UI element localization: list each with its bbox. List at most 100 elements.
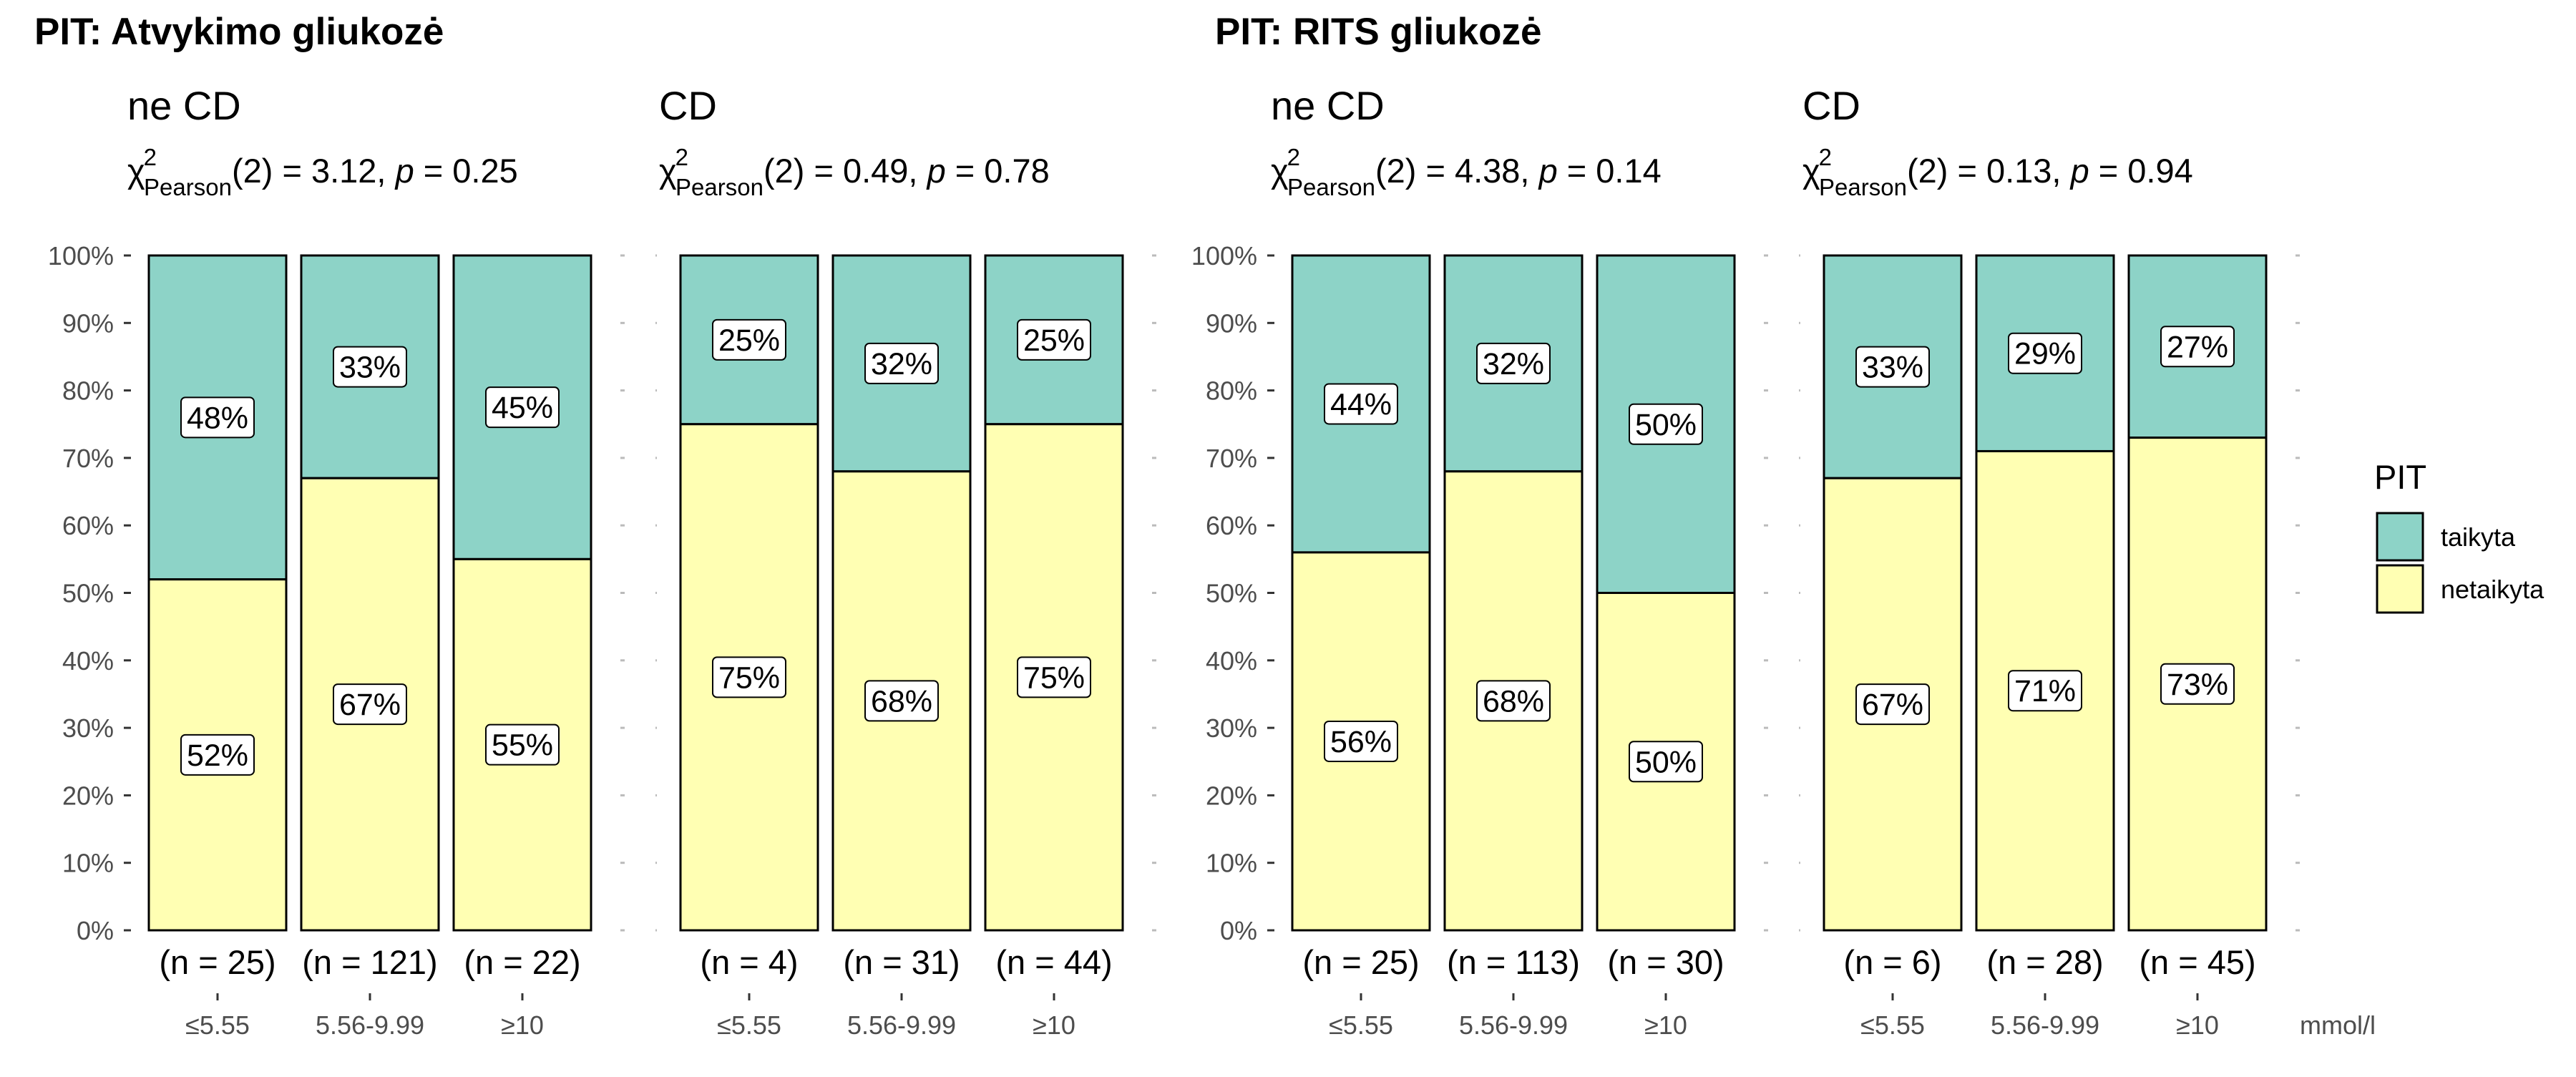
bar-value-label: 73%: [2160, 663, 2235, 705]
legend-label-netaikyta: netaikyta: [2441, 575, 2545, 604]
bar-value-label: 75%: [712, 656, 786, 698]
panel-stat-subtitle: χ2 Pearson(2) = 0.13, p = 0.94: [1802, 144, 2193, 200]
svg-text:32%: 32%: [1483, 347, 1544, 381]
bar-value-label: 68%: [1476, 680, 1551, 722]
y-tick-label: 80%: [62, 376, 114, 406]
svg-text:50%: 50%: [1635, 408, 1697, 442]
svg-text:45%: 45%: [492, 391, 553, 425]
y-tick-label: 80%: [1206, 376, 1257, 406]
y-tick-label: 0%: [77, 916, 114, 945]
legend-swatch-netaikyta: [2376, 564, 2424, 614]
x-tick-label: 5.56-9.99: [847, 1010, 956, 1040]
y-tick-label: 30%: [1206, 713, 1257, 743]
bar-value-label: 50%: [1629, 403, 1703, 445]
x-count-label: (n = 30): [1607, 943, 1724, 981]
x-count-label: (n = 31): [843, 943, 960, 981]
x-count-label: (n = 113): [1447, 943, 1580, 981]
y-tick-label: 60%: [1206, 511, 1257, 540]
x-count-label: (n = 28): [1986, 943, 2103, 981]
bar-segment-netaikyta: [147, 578, 288, 932]
y-tick-label: 10%: [1206, 849, 1257, 878]
bar-value-label: 45%: [485, 386, 560, 429]
x-count-label: (n = 4): [700, 943, 798, 981]
x-unit-label: mmol/l: [2300, 1010, 2376, 1040]
svg-text:67%: 67%: [1862, 688, 1923, 722]
bar-value-label: 67%: [1855, 683, 1930, 726]
bar-value-label: 33%: [333, 346, 407, 388]
y-tick-label: 100%: [48, 241, 114, 271]
x-count-label: (n = 25): [159, 943, 275, 981]
bar-segment-netaikyta: [984, 423, 1124, 932]
x-count-label: (n = 25): [1302, 943, 1419, 981]
bar-value-label: 71%: [2008, 670, 2082, 712]
x-tick-label: ≤5.55: [717, 1010, 781, 1040]
panel-stat-subtitle: χ2 Pearson(2) = 3.12, p = 0.25: [127, 144, 518, 200]
x-tick-label: ≥10: [1644, 1010, 1687, 1040]
bar-value-label: 32%: [1476, 342, 1551, 384]
panel-stat-subtitle: χ2 Pearson(2) = 0.49, p = 0.78: [659, 144, 1050, 200]
panel-title: CD: [1802, 83, 1860, 128]
svg-text:27%: 27%: [2167, 330, 2228, 364]
svg-text:25%: 25%: [1023, 323, 1085, 358]
y-tick-label: 70%: [1206, 444, 1257, 473]
bar-value-label: 33%: [1855, 346, 1930, 388]
bar-value-label: 56%: [1324, 720, 1398, 762]
svg-text:32%: 32%: [871, 347, 932, 381]
x-tick-label: 5.56-9.99: [1991, 1010, 2099, 1040]
svg-text:25%: 25%: [718, 323, 780, 358]
bar-value-label: 52%: [180, 734, 255, 776]
chart-panel: CD χ2 Pearson(2) = 0.49, p = 0.78 25% 75% (n …: [655, 83, 1156, 1040]
svg-text:33%: 33%: [339, 351, 401, 385]
x-tick-label: ≥10: [1033, 1010, 1075, 1040]
svg-text:73%: 73%: [2167, 668, 2228, 702]
panel-title: CD: [659, 83, 717, 128]
svg-text:67%: 67%: [339, 688, 401, 722]
bar-value-label: 48%: [180, 396, 255, 439]
legend-swatch-taikyta: [2376, 512, 2424, 562]
group-title-left: PIT: Atvykimo gliukozė: [34, 11, 444, 53]
svg-text:55%: 55%: [492, 728, 553, 763]
bar-value-label: 75%: [1017, 656, 1091, 698]
x-tick-label: ≤5.55: [185, 1010, 250, 1040]
y-tick-label: 0%: [1220, 916, 1257, 945]
y-tick-label: 50%: [1206, 579, 1257, 608]
chart-panel: ne CD χ2 Pearson(2) = 3.12, p = 0.25 0% 10% 2…: [48, 83, 625, 1040]
legend-title: PIT: [2374, 458, 2426, 496]
x-tick-label: ≥10: [2176, 1010, 2219, 1040]
x-count-label: (n = 6): [1843, 943, 1941, 981]
svg-text:48%: 48%: [187, 401, 248, 435]
x-tick-label: 5.56-9.99: [1459, 1010, 1568, 1040]
bar-value-label: 68%: [864, 680, 939, 722]
y-tick-label: 40%: [62, 646, 114, 676]
bar-value-label: 55%: [485, 723, 560, 766]
panel-title: ne CD: [1271, 83, 1385, 128]
svg-text:71%: 71%: [2014, 674, 2076, 708]
svg-text:50%: 50%: [1635, 745, 1697, 779]
bar-value-label: 27%: [2160, 326, 2235, 368]
panel-title: ne CD: [127, 83, 241, 128]
svg-text:56%: 56%: [1330, 725, 1392, 759]
bar-value-label: 25%: [712, 318, 786, 361]
x-tick-label: ≤5.55: [1329, 1010, 1393, 1040]
svg-text:75%: 75%: [718, 661, 780, 695]
x-tick-label: ≥10: [501, 1010, 544, 1040]
bar-value-label: 29%: [2008, 332, 2082, 374]
y-tick-label: 50%: [62, 579, 114, 608]
panel-stat-subtitle: χ2 Pearson(2) = 4.38, p = 0.14: [1271, 144, 1662, 200]
svg-text:52%: 52%: [187, 739, 248, 773]
y-tick-label: 20%: [62, 781, 114, 810]
bar-value-label: 50%: [1629, 741, 1703, 783]
y-tick-label: 10%: [62, 849, 114, 878]
x-tick-label: 5.56-9.99: [316, 1010, 424, 1040]
bar-value-label: 32%: [864, 342, 939, 384]
svg-text:68%: 68%: [1483, 684, 1544, 718]
y-tick-label: 60%: [62, 511, 114, 540]
bar-segment-netaikyta: [2127, 437, 2268, 932]
y-tick-label: 90%: [1206, 308, 1257, 338]
y-tick-label: 100%: [1191, 241, 1257, 271]
svg-text:33%: 33%: [1862, 351, 1923, 385]
chart-panel: CD χ2 Pearson(2) = 0.13, p = 0.94 33% 67% (n …: [1799, 83, 2300, 1040]
x-tick-label: ≤5.55: [1860, 1010, 1925, 1040]
